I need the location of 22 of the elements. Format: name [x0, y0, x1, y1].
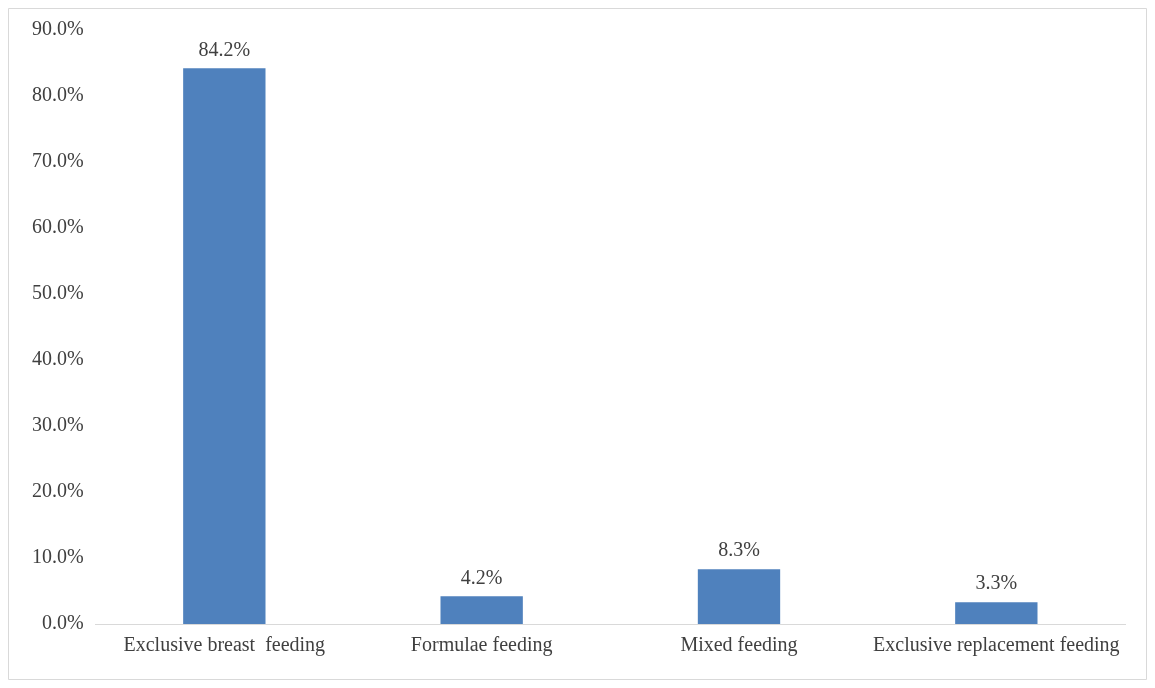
- y-tick-label: 50.0%: [31, 281, 84, 304]
- bar: [440, 596, 523, 624]
- y-tick-label: 90.0%: [31, 17, 84, 40]
- y-tick-label: 80.0%: [31, 83, 84, 106]
- y-tick-label: 20.0%: [31, 479, 84, 502]
- y-tick-label: 30.0%: [31, 413, 84, 436]
- data-label: 4.2%: [460, 565, 503, 588]
- y-tick-label: 70.0%: [31, 149, 84, 172]
- bar: [697, 569, 781, 624]
- y-tick-label: 0.0%: [41, 611, 84, 634]
- y-tick-label: 60.0%: [31, 215, 84, 238]
- data-label: 8.3%: [718, 538, 760, 561]
- y-tick-label: 10.0%: [31, 545, 84, 568]
- x-tick-label: Exclusive replacement feeding: [873, 633, 1120, 657]
- x-tick-label: Mixed feeding: [680, 633, 798, 657]
- data-label: 84.2%: [198, 37, 251, 60]
- x-tick-label: Exclusive breast feeding: [123, 633, 326, 657]
- bar: [955, 602, 1038, 624]
- x-tick-label: Formulae feeding: [410, 633, 553, 657]
- y-tick-label: 40.0%: [31, 347, 84, 370]
- data-label: 3.3%: [975, 571, 1018, 594]
- bar: [183, 68, 266, 624]
